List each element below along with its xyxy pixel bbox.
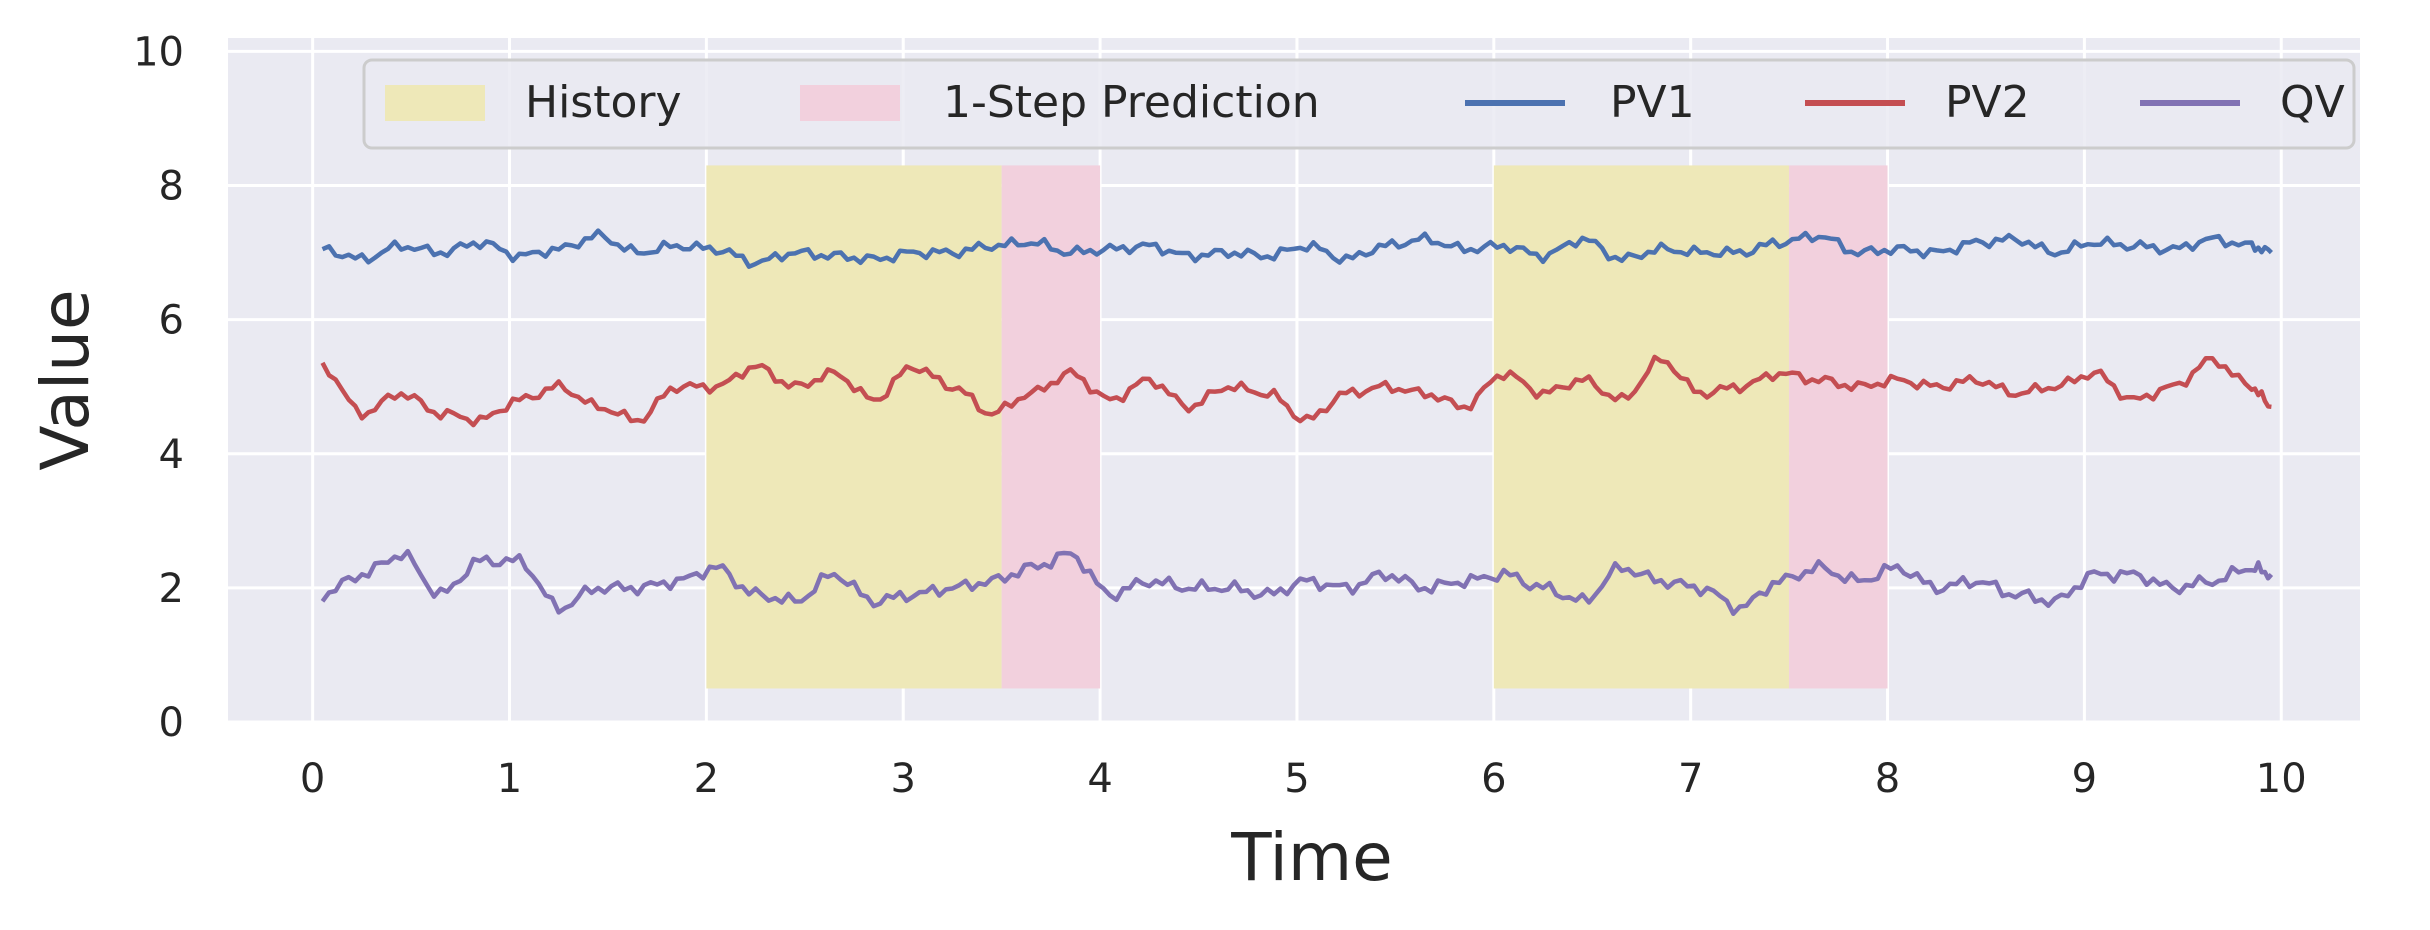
legend-label-1-step-prediction: 1-Step Prediction	[943, 77, 1320, 128]
highlight-bands	[706, 165, 1888, 689]
series-line-pv2	[320, 354, 2272, 428]
tick-labels: 0 1 2 3 4 5 6 7 8 9 10 0 2 4 6 8 10	[133, 29, 2307, 802]
x-axis-title: Time	[1230, 819, 1393, 896]
x-tick-label-10: 10	[2256, 756, 2307, 802]
x-tick-label-7: 7	[1678, 756, 1703, 802]
x-tick-label-1: 1	[497, 756, 522, 802]
x-tick-label-6: 6	[1481, 756, 1506, 802]
legend-label-qv: QV	[2280, 77, 2345, 128]
x-tick-label-4: 4	[1087, 756, 1112, 802]
y-tick-label-1: 2	[159, 566, 184, 612]
legend-box	[362, 58, 2356, 150]
legend-swatch-history	[385, 85, 485, 121]
series-line-qv	[320, 548, 2274, 617]
band-history-2	[1493, 165, 1790, 689]
y-tick-label-3: 6	[159, 298, 184, 344]
y-tick-label-5: 10	[133, 29, 184, 75]
y-tick-label-4: 8	[159, 164, 184, 210]
y-tick-label-2: 4	[159, 432, 184, 478]
x-tick-label-5: 5	[1284, 756, 1309, 802]
x-tick-label-2: 2	[694, 756, 719, 802]
legend-swatch-1-step-prediction	[800, 85, 900, 121]
x-tick-label-8: 8	[1875, 756, 1900, 802]
band-1-step-prediction-3	[1789, 165, 1888, 689]
legend-label-history: History	[525, 77, 682, 128]
grid-lines	[228, 38, 2360, 724]
plot-background	[228, 38, 2360, 722]
y-axis-title: Value	[27, 289, 104, 470]
y-tick-label-0: 0	[159, 700, 184, 746]
legend-label-pv2: PV2	[1945, 77, 2030, 128]
series-lines	[320, 228, 2274, 617]
band-history-0	[706, 165, 1002, 689]
legend: History 1-Step Prediction PV1 PV2 QV	[362, 58, 2356, 150]
x-tick-label-0: 0	[300, 756, 325, 802]
series-line-pv1	[321, 228, 2273, 269]
legend-label-pv1: PV1	[1610, 77, 1695, 128]
x-tick-label-9: 9	[2072, 756, 2097, 802]
x-tick-label-3: 3	[891, 756, 916, 802]
